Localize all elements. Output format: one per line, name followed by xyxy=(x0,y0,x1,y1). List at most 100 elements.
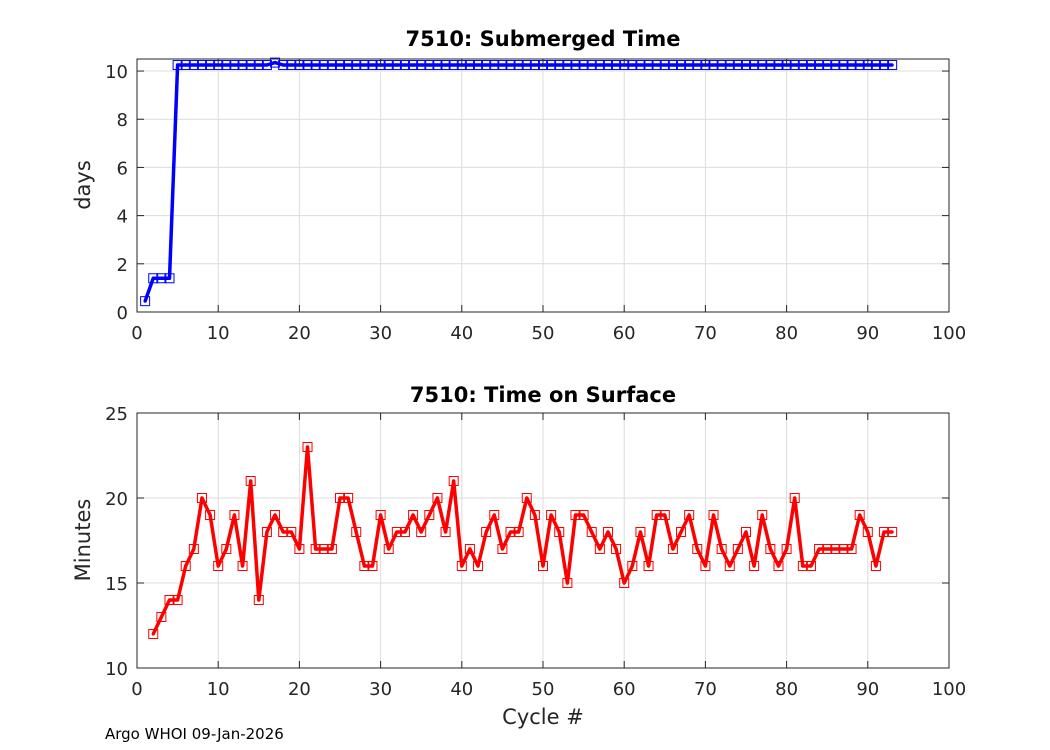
submerged-ytick-label: 0 xyxy=(117,303,128,324)
surface-point-marker xyxy=(432,493,443,503)
submerged-point-dot xyxy=(858,63,862,67)
submerged-point-marker xyxy=(229,60,240,71)
surface-point-dot xyxy=(614,547,618,551)
submerged-point-dot xyxy=(711,63,716,67)
surface-point-marker xyxy=(521,493,532,503)
submerged-point-dot xyxy=(354,63,358,67)
surface-point-marker xyxy=(148,629,159,639)
submerged-point-dot xyxy=(573,63,578,67)
submerged-point-dot xyxy=(793,63,797,67)
surface-point-marker xyxy=(749,561,760,571)
submerged-point-dot xyxy=(314,63,318,67)
submerged-point-marker xyxy=(749,60,760,71)
surface-point-dot xyxy=(646,564,651,568)
submerged-point-dot xyxy=(249,63,253,67)
submerged-xtick-label: 100 xyxy=(932,323,966,344)
surface-point-marker xyxy=(343,493,354,503)
surface-point-marker xyxy=(473,561,484,571)
submerged-point-marker xyxy=(724,60,735,71)
surface-point-dot xyxy=(720,547,724,551)
submerged-point-dot xyxy=(403,63,407,67)
surface-point-marker xyxy=(489,510,500,520)
submerged-point-marker xyxy=(765,60,776,71)
surface-point-dot xyxy=(176,598,180,602)
surface-point-dot xyxy=(240,564,245,568)
surface-point-dot xyxy=(728,564,732,568)
surface-point-marker xyxy=(367,561,378,571)
surface-point-dot xyxy=(500,547,504,551)
surface-point-marker xyxy=(261,527,272,537)
surface-point-marker xyxy=(708,510,719,520)
surface-point-dot xyxy=(679,530,683,534)
submerged-point-dot xyxy=(833,63,837,67)
submerged-point-marker xyxy=(594,60,605,71)
submerged-point-dot xyxy=(232,63,237,67)
surface-point-dot xyxy=(833,547,837,551)
submerged-ytick-label: 6 xyxy=(117,158,128,179)
submerged-point-dot xyxy=(500,63,504,67)
surface-point-dot xyxy=(606,530,610,534)
surface-point-dot xyxy=(557,530,561,534)
surface-xtick-label: 100 xyxy=(932,679,966,700)
surface-point-dot xyxy=(460,564,464,568)
surface-point-marker xyxy=(611,544,622,554)
surface-point-dot xyxy=(362,564,366,568)
surface-point-dot xyxy=(809,564,813,568)
surface-point-dot xyxy=(257,598,261,602)
submerged-point-dot xyxy=(760,63,764,67)
submerged-point-dot xyxy=(565,63,569,67)
submerged-point-dot xyxy=(671,63,675,67)
submerged-point-marker xyxy=(448,60,459,71)
submerged-point-marker xyxy=(586,60,597,71)
surface-point-marker xyxy=(408,510,419,520)
submerged-point-marker xyxy=(416,60,427,71)
submerged-xtick-label: 0 xyxy=(131,323,142,344)
submerged-point-dot xyxy=(370,63,375,67)
surface-point-dot xyxy=(841,547,846,551)
submerged-point-dot xyxy=(411,63,415,67)
surface-point-dot xyxy=(305,445,310,449)
surface-point-dot xyxy=(508,530,513,534)
surface-point-marker xyxy=(294,544,305,554)
submerged-point-marker xyxy=(635,60,646,71)
surface-point-dot xyxy=(858,513,862,517)
surface-point-dot xyxy=(687,513,691,517)
submerged-point-marker xyxy=(773,60,784,71)
submerged-point-dot xyxy=(598,63,602,67)
surface-point-dot xyxy=(525,496,529,500)
surface-point-dot xyxy=(785,547,789,551)
submerged-point-marker xyxy=(253,60,264,71)
submerged-xtick-label: 20 xyxy=(288,323,311,344)
submerged-point-marker xyxy=(148,273,159,284)
surface-point-marker xyxy=(196,493,207,503)
submerged-point-marker xyxy=(164,273,175,284)
submerged-point-marker xyxy=(302,60,313,71)
surface-point-marker xyxy=(156,612,167,622)
submerged-point-marker xyxy=(659,60,670,71)
surface-point-dot xyxy=(346,496,350,500)
submerged-point-marker xyxy=(684,60,695,71)
submerged-point-dot xyxy=(419,63,423,67)
submerged-point-marker xyxy=(326,60,337,71)
submerged-point-marker xyxy=(611,60,622,71)
submerged-point-dot xyxy=(557,63,561,67)
surface-xtick-label: 0 xyxy=(131,679,142,700)
surface-point-marker xyxy=(424,510,435,520)
surface-point-marker xyxy=(359,561,370,571)
submerged-point-marker xyxy=(196,60,207,71)
submerged-ytick-label: 4 xyxy=(117,207,128,228)
surface-point-dot xyxy=(411,513,415,517)
surface-point-marker xyxy=(765,544,776,554)
submerged-point-marker xyxy=(318,60,329,71)
surface-point-marker xyxy=(456,561,467,571)
surface-y-ticks: 10 15 20 25 xyxy=(105,404,949,680)
surface-point-dot xyxy=(476,564,480,568)
surface-point-marker xyxy=(562,578,573,588)
submerged-point-marker xyxy=(399,60,410,71)
surface-point-marker xyxy=(375,510,386,520)
submerged-time-axes: 0 10 20 30 40 50 60 70 80 90 100 0 2 4 6 8 10 7510: Sub… xyxy=(71,27,966,344)
surface-point-marker xyxy=(805,561,816,571)
surface-point-marker xyxy=(700,561,711,571)
submerged-point-marker xyxy=(367,60,378,71)
